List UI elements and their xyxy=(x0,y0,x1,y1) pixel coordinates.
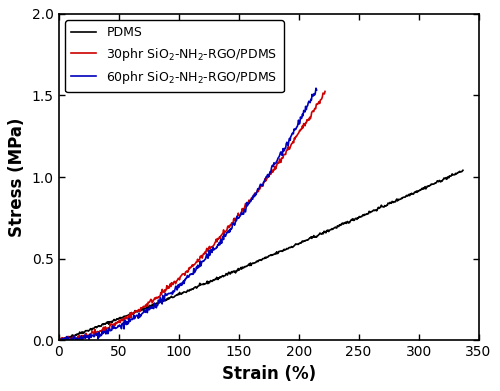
30phr SiO$_2$-NH$_2$-RGO/PDMS xyxy=(250,195,256,199)
60phr SiO$_2$-NH$_2$-RGO/PDMS xyxy=(313,86,319,91)
30phr SiO$_2$-NH$_2$-RGO/PDMS xyxy=(224,228,230,233)
Legend: PDMS, 30phr SiO$_2$-NH$_2$-RGO/PDMS, 60phr SiO$_2$-NH$_2$-RGO/PDMS: PDMS, 30phr SiO$_2$-NH$_2$-RGO/PDMS, 60p… xyxy=(65,20,284,92)
30phr SiO$_2$-NH$_2$-RGO/PDMS xyxy=(248,197,254,202)
60phr SiO$_2$-NH$_2$-RGO/PDMS xyxy=(87,332,93,337)
60phr SiO$_2$-NH$_2$-RGO/PDMS xyxy=(158,297,164,301)
PDMS xyxy=(160,299,166,303)
60phr SiO$_2$-NH$_2$-RGO/PDMS xyxy=(56,338,62,343)
PDMS xyxy=(326,229,332,234)
Line: PDMS: PDMS xyxy=(59,170,463,340)
60phr SiO$_2$-NH$_2$-RGO/PDMS xyxy=(314,88,320,92)
30phr SiO$_2$-NH$_2$-RGO/PDMS xyxy=(161,290,167,295)
30phr SiO$_2$-NH$_2$-RGO/PDMS xyxy=(56,338,62,343)
Line: 30phr SiO$_2$-NH$_2$-RGO/PDMS: 30phr SiO$_2$-NH$_2$-RGO/PDMS xyxy=(59,91,325,340)
30phr SiO$_2$-NH$_2$-RGO/PDMS xyxy=(142,303,148,307)
60phr SiO$_2$-NH$_2$-RGO/PDMS xyxy=(242,209,248,213)
60phr SiO$_2$-NH$_2$-RGO/PDMS xyxy=(243,204,249,209)
X-axis label: Strain (%): Strain (%) xyxy=(222,365,316,383)
60phr SiO$_2$-NH$_2$-RGO/PDMS xyxy=(218,237,224,242)
PDMS xyxy=(56,338,62,343)
Y-axis label: Stress (MPa): Stress (MPa) xyxy=(8,117,26,237)
30phr SiO$_2$-NH$_2$-RGO/PDMS xyxy=(322,89,328,94)
30phr SiO$_2$-NH$_2$-RGO/PDMS xyxy=(88,332,94,337)
PDMS xyxy=(460,168,466,172)
60phr SiO$_2$-NH$_2$-RGO/PDMS xyxy=(140,311,146,316)
Line: 60phr SiO$_2$-NH$_2$-RGO/PDMS: 60phr SiO$_2$-NH$_2$-RGO/PDMS xyxy=(59,88,316,340)
PDMS xyxy=(128,310,134,315)
PDMS xyxy=(360,212,366,217)
PDMS xyxy=(238,267,244,271)
PDMS xyxy=(294,242,300,247)
